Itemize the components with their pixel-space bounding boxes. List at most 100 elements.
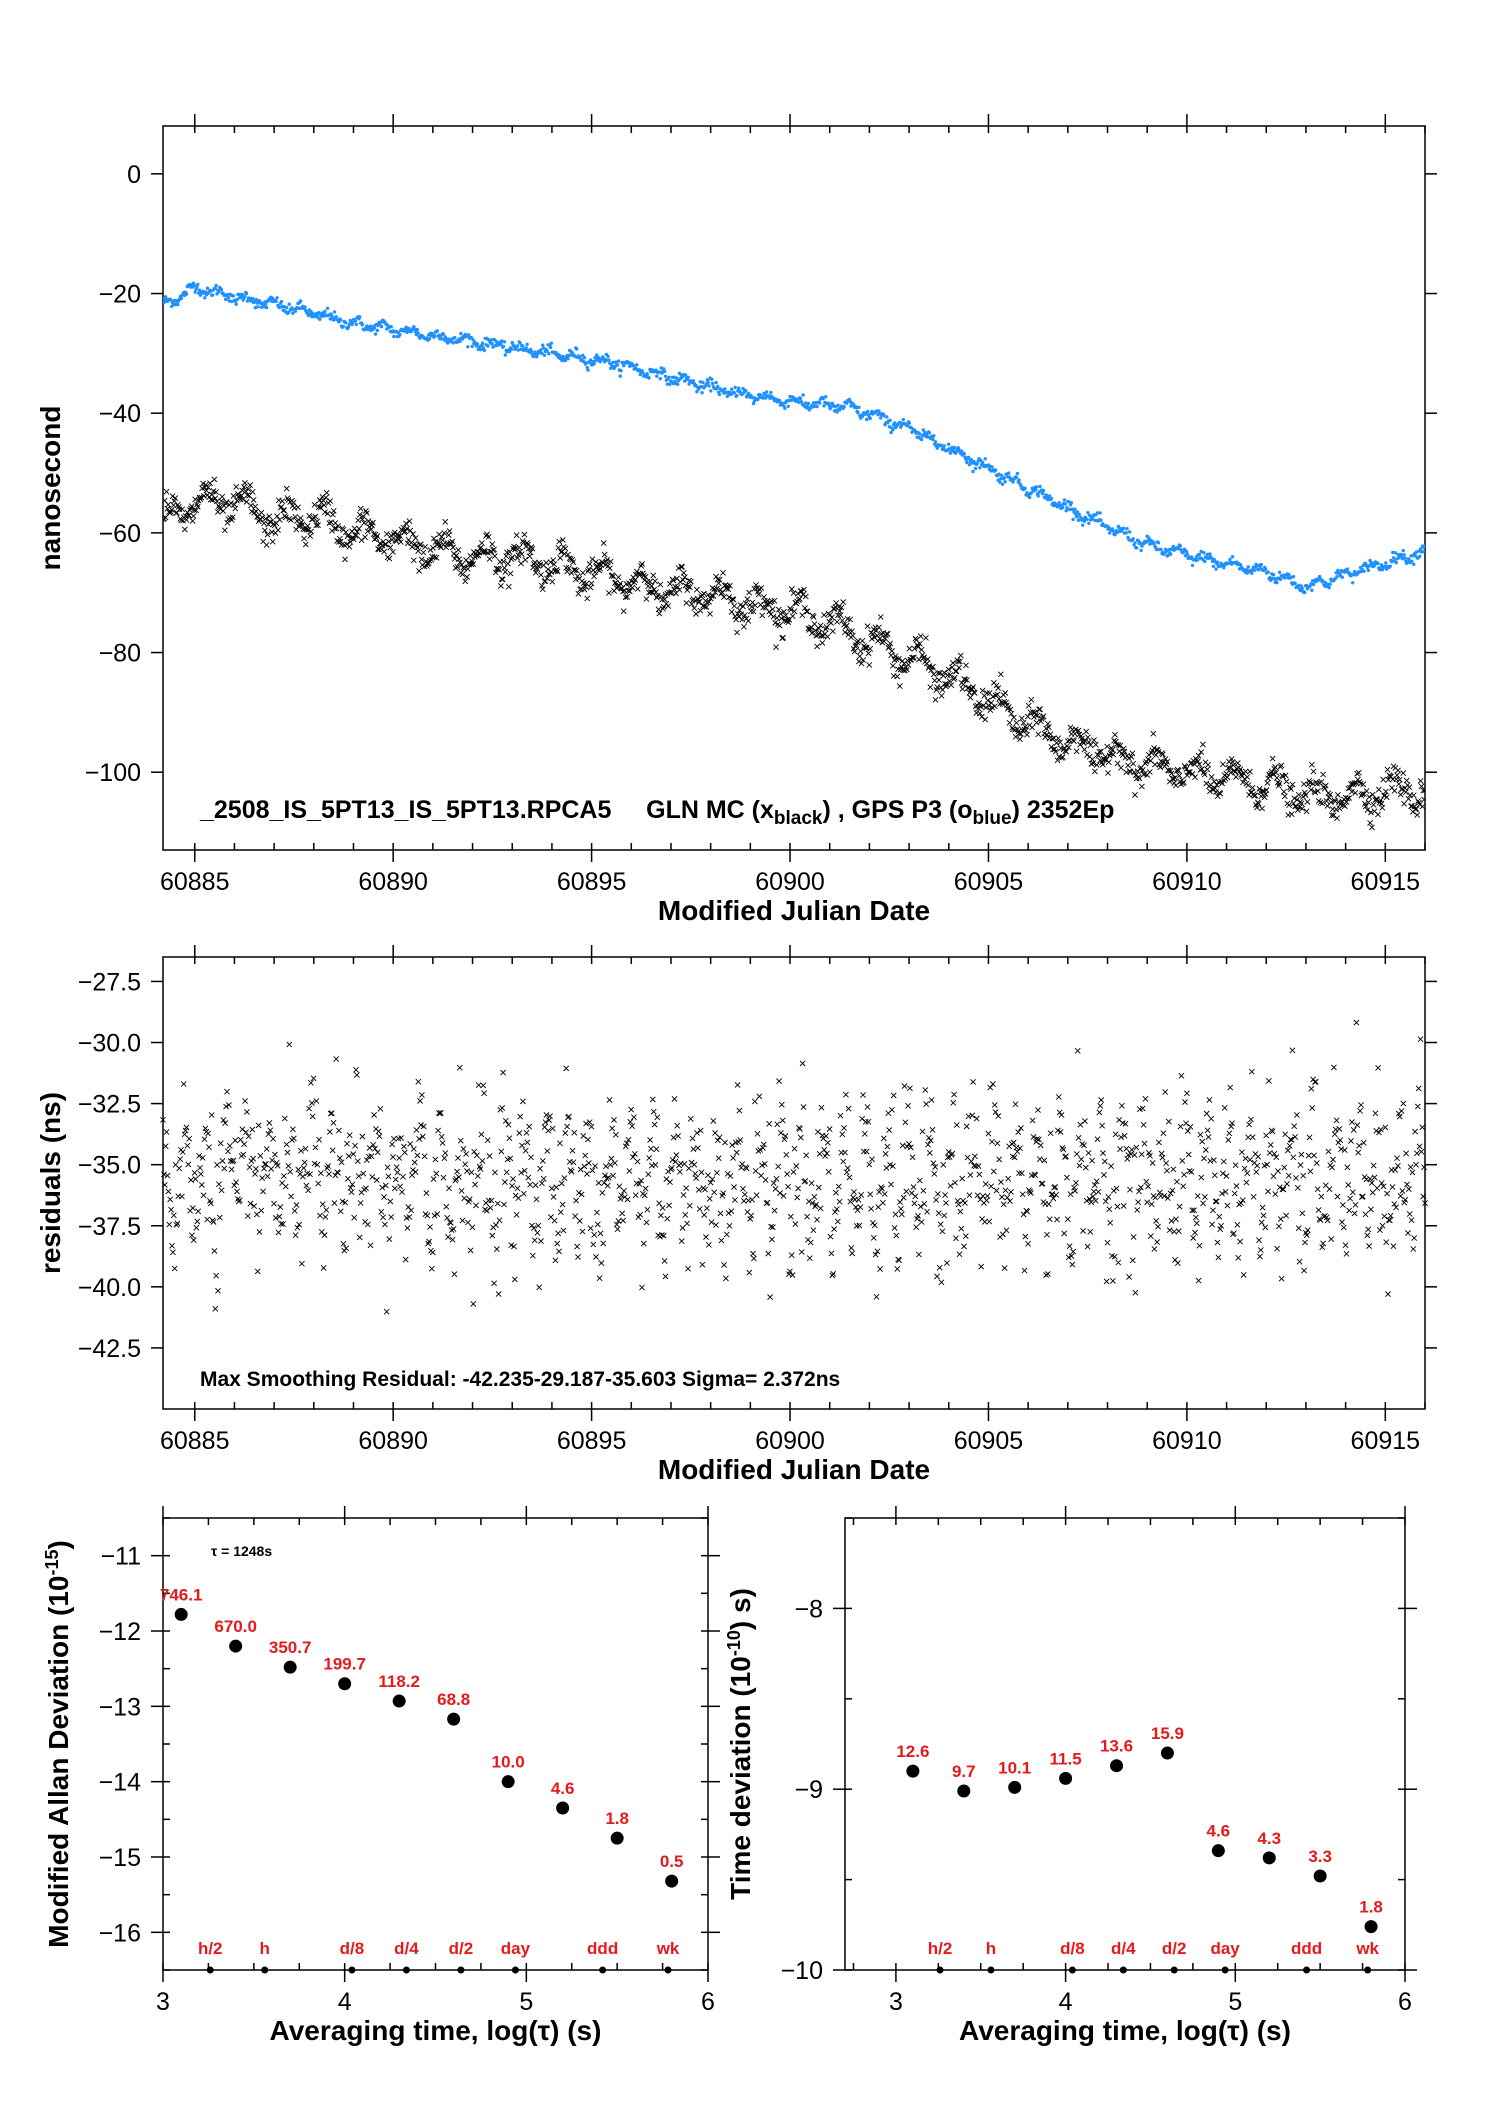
gps-point — [1108, 531, 1112, 535]
gln-point — [386, 555, 393, 562]
residual-point — [693, 1175, 700, 1182]
gps-point — [255, 301, 259, 305]
gps-point — [707, 384, 711, 388]
gps-point — [888, 418, 892, 422]
caption-part: ) , GPS P3 (o — [822, 796, 972, 824]
tau-marker — [664, 1966, 672, 1974]
gps-point — [1041, 488, 1046, 493]
gps-point — [1029, 491, 1034, 495]
gln-point — [1402, 789, 1409, 796]
residual-point — [711, 1189, 718, 1196]
gln-point — [268, 529, 275, 536]
residual-point — [713, 1169, 720, 1176]
residual-point — [952, 1235, 959, 1242]
tau-marker — [1221, 1966, 1229, 1974]
gln-point — [303, 526, 310, 533]
residual-point — [976, 1171, 983, 1178]
residual-point — [752, 1167, 759, 1174]
gps-point — [540, 351, 544, 356]
dev-point-label: 11.5 — [1050, 1749, 1082, 1768]
residual-point — [411, 1159, 418, 1166]
residual-point — [1141, 1140, 1148, 1147]
residual-point — [252, 1165, 259, 1172]
gln-point — [1414, 812, 1421, 818]
residual-point — [1007, 1188, 1014, 1195]
residual-point — [940, 1161, 947, 1168]
residual-point — [290, 1135, 297, 1142]
gln-point — [453, 552, 460, 559]
residual-point — [305, 1187, 312, 1194]
gps-point — [663, 374, 668, 378]
gps-point — [1347, 570, 1351, 575]
gps-point — [1007, 471, 1011, 475]
tau-marker-label: d/2 — [449, 1939, 474, 1958]
residual-point — [275, 1229, 282, 1236]
residual-point — [890, 1092, 897, 1099]
residual-point — [330, 1119, 337, 1126]
residual-point — [840, 1158, 847, 1165]
tau-marker — [599, 1966, 607, 1974]
residual-point — [1115, 1259, 1122, 1266]
residual-point — [1372, 1110, 1379, 1117]
gln-point — [459, 571, 466, 578]
gps-point — [927, 431, 932, 435]
residual-point — [205, 1130, 212, 1137]
gln-point — [1044, 720, 1051, 727]
residual-point — [1004, 1194, 1011, 1201]
gps-point — [584, 361, 588, 365]
residual-point — [647, 1136, 654, 1143]
dev-point — [1008, 1780, 1022, 1794]
residual-point — [1135, 1199, 1142, 1206]
gps-point — [1291, 575, 1296, 579]
gps-point — [783, 406, 787, 410]
residual-point — [706, 1195, 713, 1202]
residual-point — [264, 1173, 271, 1180]
gps-point — [196, 282, 200, 287]
gln-point — [315, 522, 321, 529]
residual-point — [695, 1186, 702, 1193]
residual-point — [654, 1114, 661, 1121]
residual-point — [1036, 1156, 1043, 1163]
residual-point — [234, 1188, 240, 1195]
gln-point — [889, 647, 895, 654]
gps-point — [1036, 494, 1041, 498]
residual-point — [440, 1174, 447, 1181]
residual-point — [685, 1265, 691, 1272]
residual-point — [1223, 1173, 1230, 1180]
tau-marker-label: ddd — [587, 1939, 618, 1958]
residual-point — [524, 1139, 531, 1146]
residual-point — [228, 1166, 235, 1173]
residual-point — [794, 1194, 801, 1201]
residual-point — [1078, 1156, 1085, 1163]
residual-point — [298, 1260, 305, 1267]
gln-point — [588, 580, 595, 587]
gps-point — [622, 364, 626, 368]
gln-point — [181, 526, 188, 533]
residual-point — [694, 1130, 700, 1136]
gln-point — [381, 548, 388, 555]
gps-point — [1199, 549, 1203, 554]
gln-point — [403, 520, 409, 527]
residual-point — [191, 1169, 198, 1176]
gln-point — [586, 561, 593, 568]
residual-point — [729, 1142, 736, 1149]
residual-point — [1243, 1179, 1250, 1186]
gps-point — [638, 372, 642, 377]
gps-point — [243, 294, 247, 298]
residual-point — [814, 1216, 820, 1223]
gps-point — [1278, 577, 1283, 582]
residual-point — [1385, 1291, 1391, 1298]
residual-point — [787, 1213, 794, 1220]
residual-point — [1165, 1118, 1172, 1125]
gps-point — [596, 356, 601, 360]
gln-point — [397, 539, 404, 545]
residual-point — [1060, 1146, 1067, 1153]
gln-point — [163, 515, 167, 522]
residual-point — [441, 1155, 448, 1162]
gln-point — [274, 513, 281, 520]
residual-point — [198, 1181, 205, 1188]
residual-point — [317, 1212, 323, 1219]
residual-point — [1293, 1112, 1300, 1118]
y-tick-label: −100 — [85, 759, 141, 787]
gps-point — [710, 381, 715, 386]
